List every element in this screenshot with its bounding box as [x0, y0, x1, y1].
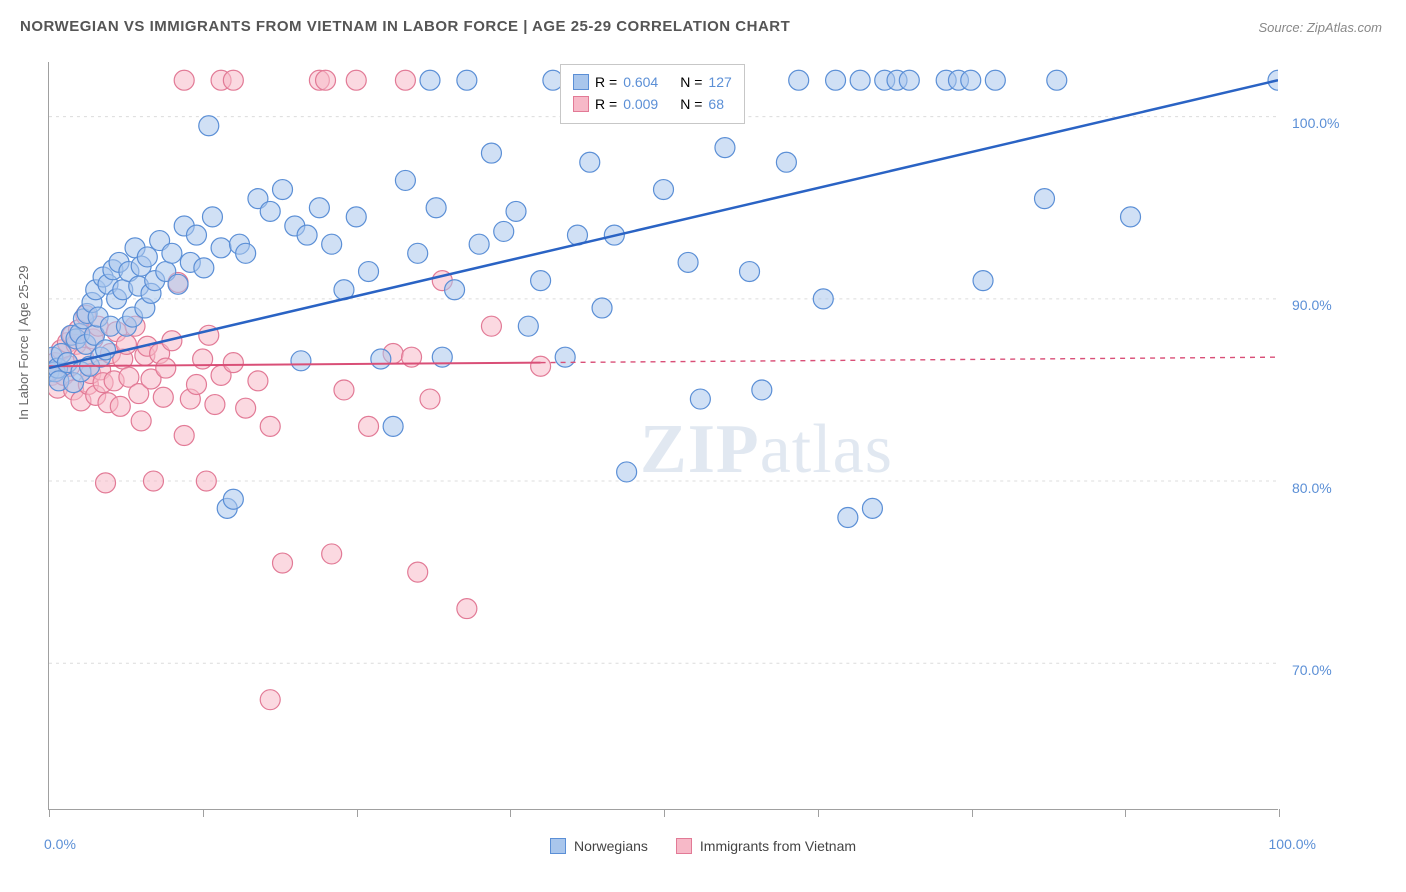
n-value: 68 [708, 93, 724, 115]
legend-label: Norwegians [574, 838, 648, 854]
legend-series: Norwegians Immigrants from Vietnam [0, 838, 1406, 854]
legend-row-norwegians: R = 0.604 N = 127 [573, 71, 732, 93]
r-value: 0.009 [623, 93, 658, 115]
y-tick-label: 80.0% [1292, 480, 1332, 496]
n-value: 127 [708, 71, 731, 93]
chart-title: NORWEGIAN VS IMMIGRANTS FROM VIETNAM IN … [20, 18, 790, 35]
r-label: R = [595, 71, 617, 93]
plot-area [48, 62, 1278, 810]
yaxis-title: In Labor Force | Age 25-29 [16, 266, 31, 420]
legend-correlation: R = 0.604 N = 127 R = 0.009 N = 68 [560, 64, 745, 124]
r-value: 0.604 [623, 71, 658, 93]
y-tick-label: 90.0% [1292, 297, 1332, 313]
x-max-label: 100.0% [1269, 836, 1316, 852]
n-label: N = [680, 71, 702, 93]
legend-row-vietnam: R = 0.009 N = 68 [573, 93, 732, 115]
x-min-label: 0.0% [44, 836, 76, 852]
y-tick-label: 70.0% [1292, 662, 1332, 678]
legend-item-vietnam: Immigrants from Vietnam [676, 838, 856, 854]
scatter-svg [49, 62, 1278, 809]
n-label: N = [680, 93, 702, 115]
swatch-norwegians [573, 74, 589, 90]
r-label: R = [595, 93, 617, 115]
legend-label: Immigrants from Vietnam [700, 838, 856, 854]
swatch-vietnam [676, 838, 692, 854]
legend-item-norwegians: Norwegians [550, 838, 648, 854]
swatch-norwegians [550, 838, 566, 854]
y-tick-label: 100.0% [1292, 115, 1339, 131]
swatch-vietnam [573, 96, 589, 112]
source-label: Source: ZipAtlas.com [1258, 20, 1382, 35]
